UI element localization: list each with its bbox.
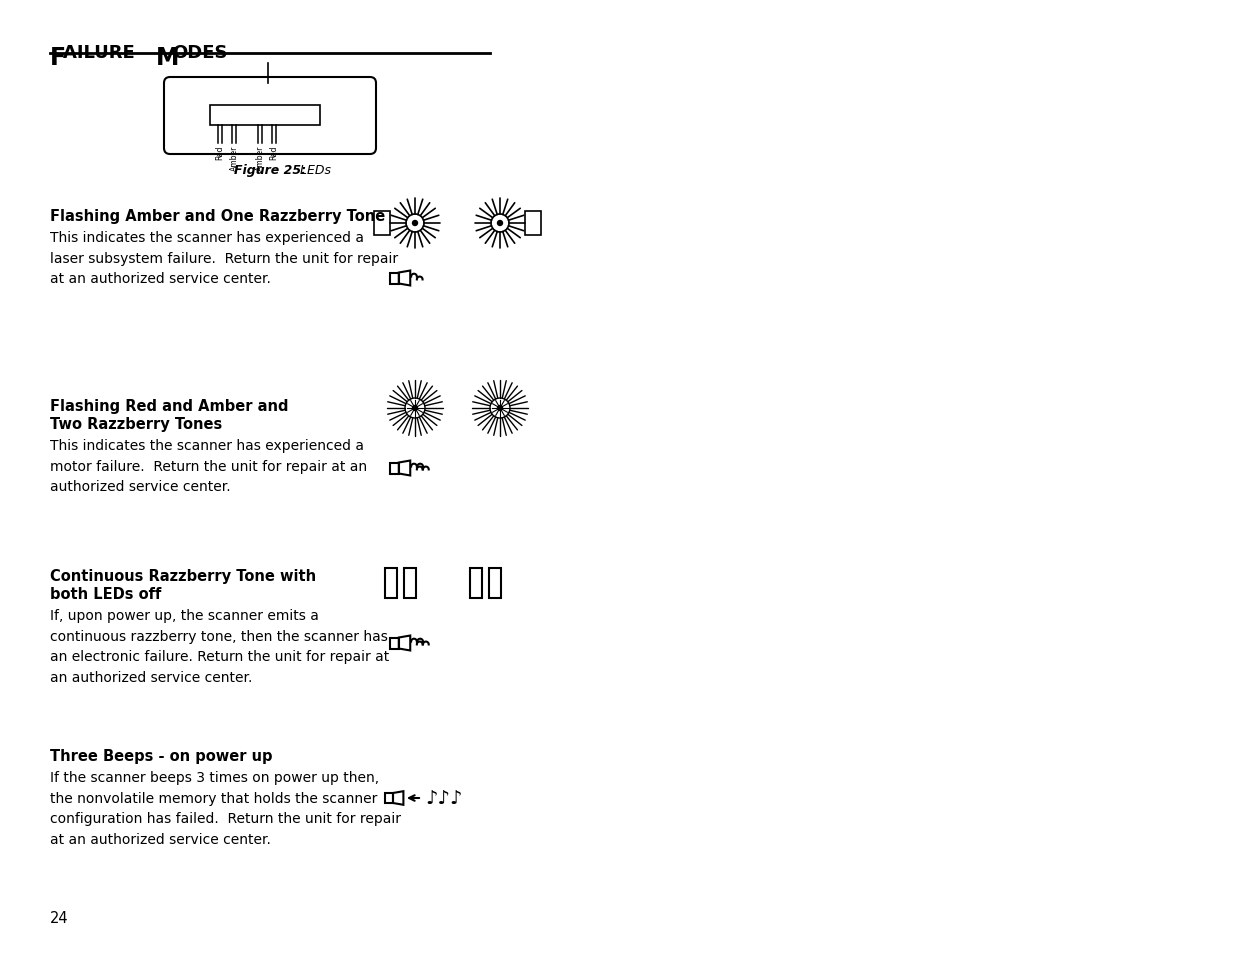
Circle shape xyxy=(412,406,417,411)
Bar xyxy=(469,568,482,598)
Text: M: M xyxy=(156,46,179,70)
Circle shape xyxy=(498,406,503,411)
Text: Continuous Razzberry Tone with: Continuous Razzberry Tone with xyxy=(49,568,316,583)
Bar xyxy=(404,568,415,598)
Text: Flashing Red and Amber and: Flashing Red and Amber and xyxy=(49,398,289,414)
Bar xyxy=(384,568,396,598)
Text: AILURE: AILURE xyxy=(63,44,141,62)
Text: Figure 25:: Figure 25: xyxy=(233,164,306,177)
Text: Three Beeps - on power up: Three Beeps - on power up xyxy=(49,748,273,763)
Circle shape xyxy=(412,221,417,226)
Text: F: F xyxy=(49,46,67,70)
Text: LEDs: LEDs xyxy=(296,164,331,177)
Text: Amber: Amber xyxy=(256,146,264,172)
Text: If, upon power up, the scanner emits a
continuous razzberry tone, then the scann: If, upon power up, the scanner emits a c… xyxy=(49,608,389,684)
Bar xyxy=(525,212,541,235)
Text: Two Razzberry Tones: Two Razzberry Tones xyxy=(49,416,222,432)
Text: 24: 24 xyxy=(49,910,69,925)
Bar xyxy=(385,793,393,803)
Text: This indicates the scanner has experienced a
motor failure.  Return the unit for: This indicates the scanner has experienc… xyxy=(49,438,367,494)
Text: Red: Red xyxy=(269,146,279,160)
Bar xyxy=(210,106,320,126)
Bar xyxy=(390,274,399,284)
Text: Amber: Amber xyxy=(230,146,238,172)
Bar xyxy=(390,638,399,649)
Text: ODES: ODES xyxy=(172,44,227,62)
Bar xyxy=(489,568,500,598)
Text: both LEDs off: both LEDs off xyxy=(49,586,162,601)
Text: Red: Red xyxy=(215,146,225,160)
Text: If the scanner beeps 3 times on power up then,
the nonvolatile memory that holds: If the scanner beeps 3 times on power up… xyxy=(49,770,401,846)
Bar xyxy=(390,463,399,474)
Text: Flashing Amber and One Razzberry Tone: Flashing Amber and One Razzberry Tone xyxy=(49,209,385,224)
Bar xyxy=(374,212,390,235)
Text: This indicates the scanner has experienced a
laser subsystem failure.  Return th: This indicates the scanner has experienc… xyxy=(49,231,398,286)
Circle shape xyxy=(498,221,503,226)
Text: ♪♪♪: ♪♪♪ xyxy=(425,789,462,807)
